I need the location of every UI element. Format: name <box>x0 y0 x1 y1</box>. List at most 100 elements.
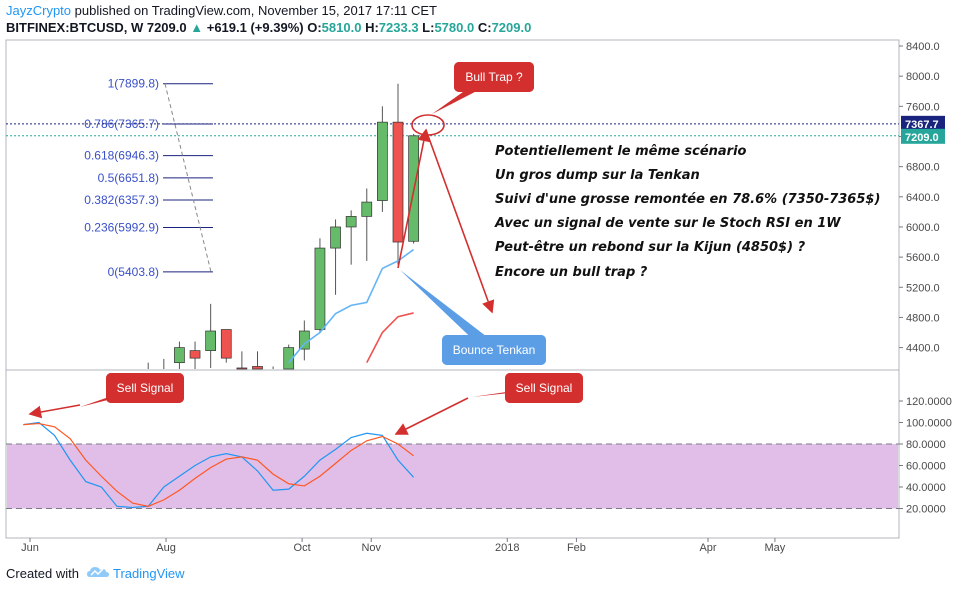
annotation-text: Potentiellement le même scénario Un gros … <box>494 144 880 280</box>
annotation-line: Encore un bull trap ? <box>495 265 648 280</box>
time-tick-label: May <box>765 542 786 554</box>
header-row-ohlc: BITFINEX:BTCUSD, W 7209.0 ▲ +619.1 (+9.3… <box>6 19 531 36</box>
price-tick-label: 4800.0 <box>906 312 940 324</box>
stoch-d-line <box>23 422 414 507</box>
time-tick-label: Aug <box>156 542 176 554</box>
price-tick-label: 6000.0 <box>906 222 940 234</box>
candle-body <box>345 216 357 228</box>
candle-body <box>252 366 263 370</box>
price-tick-label: 6800.0 <box>906 162 940 174</box>
price-axis[interactable]: 8400.08000.07600.07200.06800.06400.06000… <box>899 41 940 355</box>
price-tag-7367: 7367.7 <box>905 119 939 131</box>
fib-level-label: 0.618(6946.3) <box>84 149 159 163</box>
fib-level-label: 1(7899.8) <box>108 77 159 91</box>
high-label: H: <box>365 20 379 35</box>
price-tick-label: 7600.0 <box>906 101 940 113</box>
sell-signal-callout-left[interactable]: Sell Signal <box>80 373 184 407</box>
time-tick-label: Oct <box>294 542 311 554</box>
annotation-line: Avec un signal de vente sur le Stoch RSI… <box>494 216 841 231</box>
price-tag-last-bg <box>901 128 945 144</box>
fib-level-label: 0.236(5992.9) <box>84 220 159 234</box>
stoch-axis[interactable]: 120.0000 100.0000 80.0000 60.0000 40.0000 20.… <box>899 396 952 516</box>
sell-arrow-right <box>394 397 469 435</box>
stoch-tick-label: 60.0000 <box>906 461 946 473</box>
stoch-tick-label: 100.0000 <box>906 418 952 430</box>
fib-retracement[interactable]: 1(7899.8) 0.786(7365.7) 0.618(6946.3) 0.5(6… <box>84 77 213 279</box>
chart-canvas[interactable]: 8400.08000.07600.07200.06800.06400.06000… <box>0 0 966 560</box>
arrow-down <box>425 129 495 314</box>
time-tick-label: Feb <box>567 542 586 554</box>
stoch-k-line <box>23 421 415 509</box>
stoch-tick-label: 40.0000 <box>906 482 946 494</box>
sell-signal-callout-right-box-top <box>505 373 583 403</box>
price-tick-label: 4400.0 <box>906 343 940 355</box>
bounce-tenkan-callout[interactable]: Bounce Tenkan <box>400 270 546 365</box>
up-triangle-icon: ▲ <box>190 20 204 35</box>
symbol-label[interactable]: BITFINEX:BTCUSD, W <box>6 20 144 35</box>
time-tick-label: Apr <box>699 542 716 554</box>
sell-signal-callout-right[interactable]: Sell Signal <box>472 373 583 403</box>
last-price: 7209.0 <box>146 20 187 35</box>
candle-body <box>298 330 310 350</box>
candle-body <box>361 201 373 217</box>
time-tick-label: 2018 <box>495 542 519 554</box>
bull-trap-callout-box-top <box>454 62 534 92</box>
bounce-tenkan-callout-pointer <box>400 270 504 350</box>
stoch-tick-label: 20.0000 <box>906 504 946 516</box>
annotation-line: Suivi d'une grosse remontée en 78.6% (73… <box>495 192 880 207</box>
fib-level-label: 0.382(6357.3) <box>84 193 159 207</box>
close-value: 7209.0 <box>491 20 532 35</box>
candle-body <box>314 247 326 330</box>
footer: Created with TradingView <box>6 566 185 581</box>
bull-trap-callout[interactable]: Bull Trap ? <box>432 62 534 114</box>
bounce-tenkan-callout-box-top <box>442 335 546 365</box>
low-label: L: <box>422 20 435 35</box>
annotation-line: Un gros dump sur la Tenkan <box>495 168 700 183</box>
sell-signal-callout-left-box-top <box>106 373 184 403</box>
tradingview-logo-icon[interactable] <box>86 566 109 581</box>
candle-body <box>220 329 232 359</box>
candle-body <box>205 330 217 351</box>
candle-body <box>189 350 201 359</box>
sell-arrow-left <box>28 404 81 419</box>
kijun-line <box>366 312 414 364</box>
tenkan-line <box>288 248 415 364</box>
price-tick-label: 8000.0 <box>906 71 940 83</box>
high-value: 7233.3 <box>378 20 419 35</box>
stoch-band <box>7 444 898 509</box>
chart-header: JayzCrypto published on TradingView.com,… <box>6 2 531 36</box>
published-info: published on TradingView.com, November 1… <box>74 3 437 18</box>
candle-body <box>236 367 248 370</box>
open-value: 5810.0 <box>321 20 362 35</box>
open-label: O: <box>307 20 322 35</box>
price-change: +619.1 (+9.39%) <box>206 20 304 35</box>
price-tick-label: 5200.0 <box>906 282 940 294</box>
time-tick-label: Jun <box>21 542 39 554</box>
candle-body <box>174 347 185 364</box>
time-tick-label: Nov <box>361 542 381 554</box>
sell-signal-callout-left-text: Sell Signal <box>117 381 174 395</box>
tradingview-link[interactable]: TradingView <box>112 566 185 581</box>
header-row-publish: JayzCrypto published on TradingView.com,… <box>6 2 531 19</box>
low-value: 5780.0 <box>434 20 475 35</box>
arrow-up <box>397 128 431 269</box>
close-label: C: <box>477 20 492 35</box>
fib-level-label: 0.5(6651.8) <box>98 171 159 185</box>
stoch-tick-label: 120.0000 <box>906 396 952 408</box>
author-link[interactable]: JayzCrypto <box>6 3 72 18</box>
fib-trend-line <box>164 83 212 273</box>
candle-body <box>330 226 341 249</box>
time-axis[interactable]: Jun Aug Oct Nov 2018 Feb Apr May <box>21 538 786 554</box>
stoch-tick-label: 80.0000 <box>906 439 946 451</box>
bull-trap-callout-text: Bull Trap ? <box>465 70 523 84</box>
annotation-line: Peut-être un rebond sur la Kijun (4850$)… <box>495 240 806 255</box>
annotation-line: Potentiellement le même scénario <box>495 144 747 159</box>
created-with-label: Created with <box>6 566 79 581</box>
candle-body <box>283 347 295 370</box>
price-tag-last: 7209.0 <box>905 132 939 144</box>
candle-body <box>377 121 388 201</box>
sell-signal-callout-right-text: Sell Signal <box>516 381 573 395</box>
fib-level-label: 0(5403.8) <box>108 265 159 279</box>
fib-level-label: 0.786(7365.7) <box>84 117 159 131</box>
candle-body <box>392 121 404 243</box>
